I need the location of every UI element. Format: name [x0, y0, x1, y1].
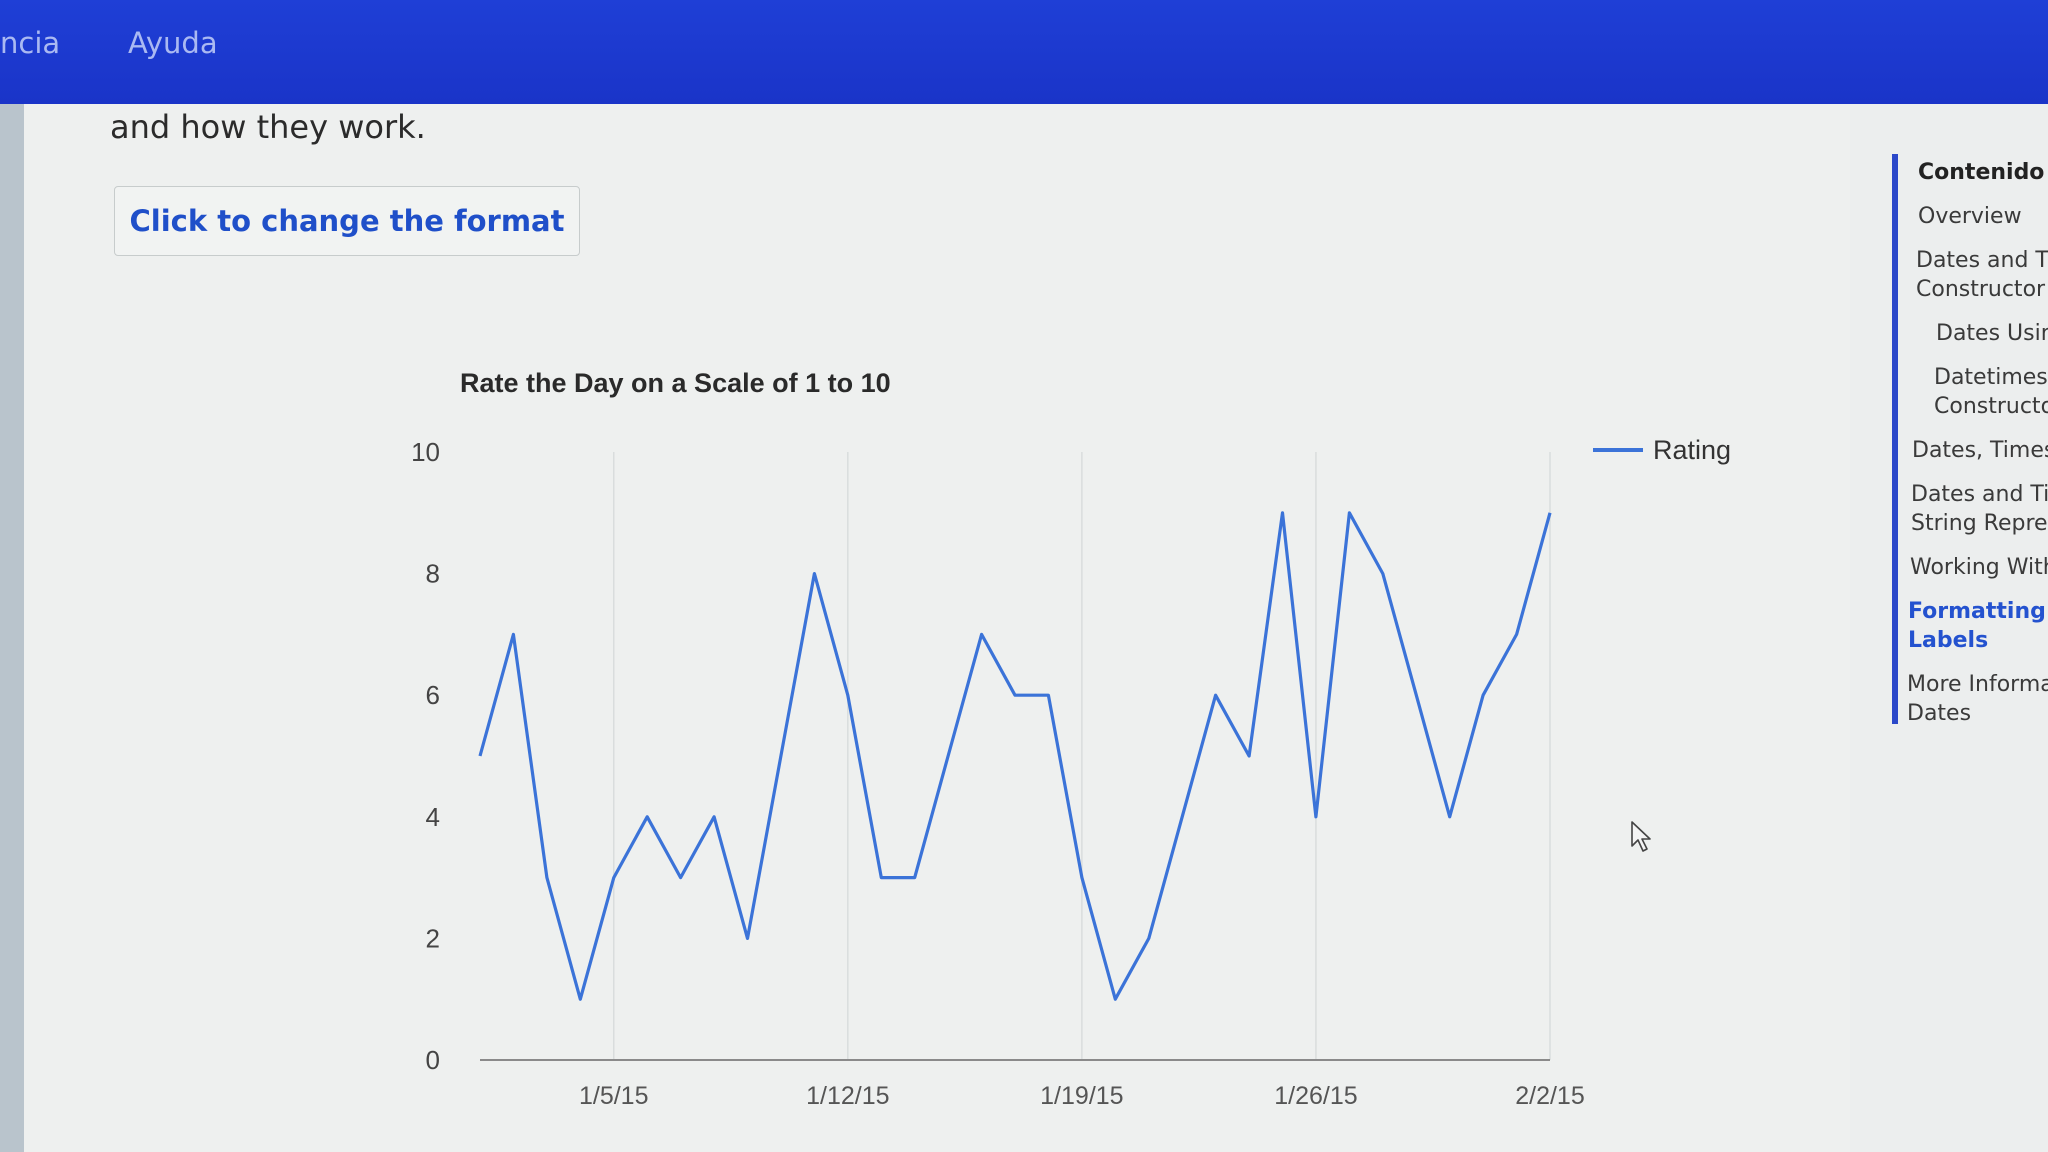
x-tick-label: 1/19/15 [1040, 1082, 1123, 1110]
top-navigation-bar: ncia Ayuda [0, 0, 2048, 104]
data-point [1246, 753, 1252, 759]
y-tick-label: 0 [426, 1045, 440, 1075]
data-point [1179, 814, 1185, 820]
y-axis-ticks: 0 2 4 6 8 10 [411, 437, 440, 1075]
data-point [1012, 692, 1018, 698]
data-point [912, 875, 918, 881]
data-point [979, 631, 985, 637]
data-point [1112, 996, 1118, 1002]
data-point [1514, 631, 1520, 637]
toc-indicator-rail [1892, 154, 1898, 724]
data-point [1380, 571, 1386, 577]
intro-text: and how they work. [110, 108, 426, 146]
data-point [811, 571, 817, 577]
y-tick-label: 4 [426, 802, 440, 832]
data-point [544, 875, 550, 881]
data-point [1313, 814, 1319, 820]
data-point [1079, 875, 1085, 881]
toc-subitem-datetimes-line2[interactable]: Constructor [1934, 394, 2048, 419]
y-tick-label: 2 [426, 923, 440, 953]
toc-item-dates-and-times-line2[interactable]: Constructor [1916, 277, 2046, 302]
data-point [611, 875, 617, 881]
y-tick-label: 6 [426, 680, 440, 710]
x-tick-label: 1/26/15 [1274, 1082, 1357, 1110]
series-points [477, 510, 1553, 1002]
data-point [1045, 692, 1051, 698]
data-point [1213, 692, 1219, 698]
data-point [1280, 510, 1286, 516]
data-point [711, 814, 717, 820]
toc-item-dates-times[interactable]: Dates, Times, [1912, 438, 2048, 463]
data-point [945, 753, 951, 759]
data-point [1547, 510, 1553, 516]
toc-item-more-information-line1[interactable]: More Informati [1907, 672, 2048, 697]
series-line-rating [478, 511, 1552, 1001]
toc-item-dates-and-times-line1[interactable]: Dates and Tir [1916, 248, 2048, 273]
toc-item-formatting-axis-line2[interactable]: Labels [1908, 628, 1989, 653]
data-point [845, 692, 851, 698]
nav-item-help[interactable]: Ayuda [128, 26, 218, 60]
data-point [1447, 814, 1453, 820]
table-of-contents-sidebar: Contenido Overview Dates and Tir Constru… [1850, 104, 2048, 1152]
toc-item-more-information-line2[interactable]: Dates [1907, 701, 1972, 726]
mouse-pointer-icon [1631, 821, 1651, 852]
data-point [577, 996, 583, 1002]
data-point [1480, 692, 1486, 698]
toc-heading: Contenido [1918, 160, 2045, 185]
toc-item-string-representation-line2[interactable]: String Represe [1911, 511, 2048, 536]
toc-item-working-with[interactable]: Working With [1910, 555, 2048, 580]
x-axis-ticks: 1/5/15 1/12/15 1/19/15 1/26/15 2/2/15 [579, 1082, 1585, 1110]
x-tick-label: 1/12/15 [806, 1082, 889, 1110]
y-tick-label: 8 [426, 559, 440, 589]
data-point [878, 875, 884, 881]
legend-label-rating: Rating [1653, 435, 1731, 465]
data-point [1346, 510, 1352, 516]
toc-item-formatting-axis-line1[interactable]: Formatting Axi [1908, 599, 2048, 624]
data-point [745, 935, 751, 941]
data-point [477, 753, 483, 759]
data-point [510, 631, 516, 637]
toc-subitem-datetimes-line1[interactable]: Datetimes U [1934, 365, 2048, 390]
data-point [778, 753, 784, 759]
data-point [678, 875, 684, 881]
data-point [1413, 692, 1419, 698]
rating-line-chart: Rate the Day on a Scale of 1 to 10 0 2 4 6 8… [411, 368, 1731, 1110]
toc-subitem-dates-using[interactable]: Dates Using [1936, 321, 2048, 346]
change-format-button[interactable]: Click to change the format [114, 186, 580, 256]
data-point [1146, 935, 1152, 941]
chart-legend: Rating [1593, 435, 1731, 465]
x-tick-label: 2/2/15 [1515, 1082, 1585, 1110]
x-tick-label: 1/5/15 [579, 1082, 649, 1110]
nav-item-partial[interactable]: ncia [0, 26, 61, 60]
y-tick-label: 10 [411, 437, 440, 467]
data-point [644, 814, 650, 820]
toc-item-overview[interactable]: Overview [1918, 204, 2022, 229]
left-margin [0, 104, 24, 1152]
toc-item-string-representation-line1[interactable]: Dates and Tim [1911, 482, 2048, 507]
chart-gridlines [613, 452, 1551, 1060]
chart-title: Rate the Day on a Scale of 1 to 10 [460, 368, 891, 398]
main-content: and how they work. Click to change the f… [24, 104, 1850, 1152]
